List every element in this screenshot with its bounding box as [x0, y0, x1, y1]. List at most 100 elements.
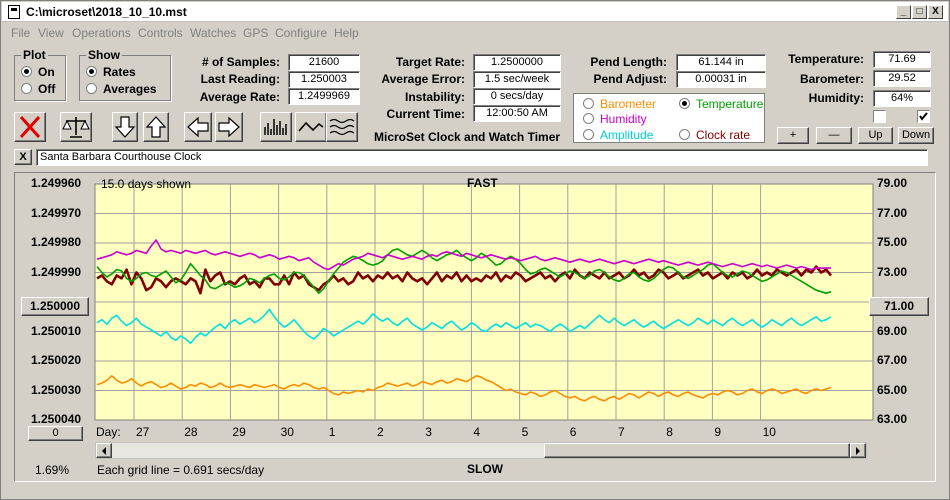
radio-icon	[583, 98, 594, 109]
series-amplitude-radio[interactable]: Amplitude	[583, 128, 653, 142]
up-arrow-icon	[145, 116, 167, 138]
minus-button[interactable]: —	[816, 127, 852, 144]
target-rate-value[interactable]: 1.2500000	[473, 54, 561, 71]
show-rates-radio[interactable]: Rates	[86, 65, 136, 79]
average-error-label: Average Error:	[381, 72, 465, 86]
pend-adjust-value: 0.00031 in	[676, 71, 766, 88]
series-barometer-radio[interactable]: Barometer	[583, 97, 656, 111]
radio-icon	[583, 113, 594, 124]
menu-controls[interactable]: Controls	[138, 26, 183, 40]
up-button[interactable]: Up	[858, 127, 893, 144]
offset-button[interactable]: 0	[28, 426, 83, 441]
left-tick-label: 1.249960	[31, 176, 82, 190]
up-arrow-button[interactable]	[143, 112, 169, 142]
checkbox-right[interactable]	[917, 110, 930, 123]
menu-bar: File View Operations Controls Watches GP…	[2, 23, 948, 43]
rate-chart[interactable]	[15, 173, 935, 481]
pend-adjust-label: Pend Adjust:	[593, 72, 667, 86]
barometer-value: 29.52	[873, 70, 931, 87]
rate-center-button[interactable]: 1.250000	[21, 297, 89, 316]
series-temperature-radio[interactable]: Temperature	[679, 97, 763, 111]
scroll-left-icon	[102, 447, 106, 455]
stop-button[interactable]	[14, 112, 46, 142]
series-barometer-label: Barometer	[600, 97, 657, 111]
series-line-humidity	[96, 239, 831, 271]
clock-name-field[interactable]: Santa Barbara Courthouse Clock	[36, 149, 928, 166]
histogram-icon	[264, 119, 287, 135]
left-tick-label: 1.250040	[31, 412, 82, 426]
temperature-center-button[interactable]: 71.00	[869, 297, 929, 316]
checkbox-left[interactable]	[873, 110, 886, 123]
samples-value: 21600	[288, 54, 360, 71]
balance-scale-icon	[62, 117, 90, 138]
day-tick-label: 5	[521, 425, 529, 439]
show-averages-label: Averages	[103, 82, 157, 96]
line-graph-icon	[298, 121, 324, 132]
title-bar[interactable]: C:\microset\2018_10_10.mst _ □ X	[2, 2, 948, 22]
scroll-right-icon	[856, 447, 860, 455]
horizontal-scrollbar[interactable]	[95, 442, 867, 459]
plot-on-radio[interactable]: On	[21, 65, 55, 79]
scroll-thumb[interactable]	[544, 443, 850, 458]
maximize-button[interactable]: □	[912, 5, 927, 19]
histogram-button[interactable]	[260, 112, 292, 142]
radio-selected-icon	[679, 98, 690, 109]
right-arrow-icon	[218, 116, 240, 138]
menu-gps[interactable]: GPS	[243, 26, 269, 40]
menu-file[interactable]: File	[11, 26, 31, 40]
app-icon[interactable]	[8, 5, 20, 19]
left-tick-label: 1.250030	[31, 382, 82, 397]
left-tick-label: 1.250010	[31, 323, 82, 338]
last-reading-label: Last Reading:	[200, 72, 280, 86]
pend-length-label: Pend Length:	[590, 55, 667, 69]
series-amplitude-label: Amplitude	[600, 128, 654, 142]
waves-button[interactable]	[326, 112, 358, 142]
barometer-label: Barometer:	[799, 72, 864, 86]
average-error-value: 1.5 sec/week	[473, 71, 561, 88]
menu-help[interactable]: Help	[334, 26, 359, 40]
show-averages-radio[interactable]: Averages	[86, 82, 157, 96]
pend-length-value[interactable]: 61.144 in	[676, 54, 766, 71]
instability-value: 0 secs/day	[473, 88, 561, 105]
series-line-amplitude	[96, 308, 832, 345]
menu-watches[interactable]: Watches	[190, 26, 237, 40]
series-line-temperature	[96, 248, 832, 294]
minimize-button[interactable]: _	[896, 5, 911, 19]
instability-label: Instability:	[404, 90, 465, 104]
plot-group-title: Plot	[21, 48, 48, 62]
menu-view[interactable]: View	[38, 26, 64, 40]
menu-operations[interactable]: Operations	[72, 26, 131, 40]
day-axis-label: Day:	[96, 425, 121, 439]
series-clock-rate-radio[interactable]: Clock rate	[679, 128, 750, 142]
left-arrow-button[interactable]	[184, 112, 212, 142]
right-tick-label: 79.00	[877, 176, 908, 190]
scroll-right-button[interactable]	[850, 443, 866, 458]
day-tick-label: 6	[569, 425, 577, 439]
plus-button[interactable]: +	[777, 127, 809, 144]
menu-configure[interactable]: Configure	[275, 26, 328, 40]
right-tick-label: 73.00	[877, 264, 908, 279]
show-group-title: Show	[86, 48, 122, 62]
radio-selected-icon	[86, 66, 97, 77]
average-rate-value: 1.2499969	[288, 88, 360, 105]
clear-clock-button[interactable]: X	[14, 149, 32, 165]
down-arrow-button[interactable]	[112, 112, 138, 142]
plot-off-radio[interactable]: Off	[21, 82, 55, 96]
day-tick-label: 7	[618, 425, 625, 439]
series-humidity-radio[interactable]: Humidity	[583, 112, 647, 126]
day-tick-label: 30	[280, 425, 294, 439]
line-graph-button[interactable]	[295, 112, 327, 142]
right-arrow-button[interactable]	[215, 112, 243, 142]
balance-button[interactable]	[60, 112, 92, 142]
down-button[interactable]: Down	[898, 127, 934, 144]
temperature-value: 71.69	[873, 51, 931, 68]
right-tick-label: 77.00	[877, 205, 908, 220]
red-x-icon	[19, 115, 41, 139]
right-tick-label: 67.00	[877, 353, 908, 367]
day-tick-label: 1	[328, 425, 336, 439]
scroll-left-button[interactable]	[96, 443, 112, 458]
close-button[interactable]: X	[928, 5, 943, 19]
radio-icon	[679, 129, 690, 140]
left-tick-label: 1.250020	[31, 353, 82, 367]
